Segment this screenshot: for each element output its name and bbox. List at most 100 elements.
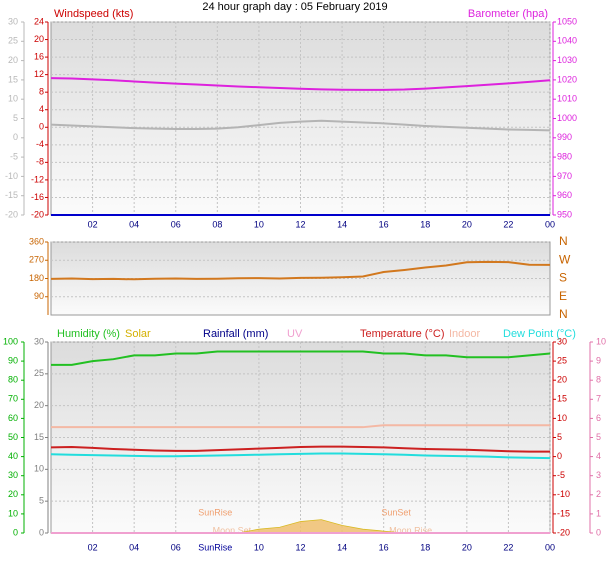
series-line [50, 452, 551, 460]
x-tick-label: 00 [545, 219, 555, 229]
series-line [50, 77, 551, 91]
y-tick-label: 8 [39, 87, 44, 97]
annotation: Moon Rise [389, 525, 432, 535]
y-tick-label: 180 [29, 273, 44, 283]
y-tick-label: 0 [596, 527, 601, 537]
y-tick-label: 90 [34, 291, 44, 301]
y-tick-label: 20 [8, 489, 18, 499]
x-tick-label: 22 [503, 542, 513, 552]
y-tick-label: 30 [8, 16, 18, 26]
y-tick-label: 5 [596, 432, 601, 442]
y-tick-label: 20 [34, 400, 44, 410]
series-line [51, 350, 551, 366]
y-tick-label: 5 [557, 432, 562, 442]
x-tick-label: 12 [295, 219, 305, 229]
y-tick-label: 0 [13, 132, 18, 142]
y-tick-label: N [559, 234, 568, 248]
y-tick-label: 100 [3, 336, 18, 346]
x-tick-label: 16 [379, 542, 389, 552]
y-tick-label: 990 [557, 132, 572, 142]
y-tick-label: 4 [596, 451, 601, 461]
y-tick-label: 1040 [557, 36, 577, 46]
y-tick-label: 7 [596, 394, 601, 404]
y-tick-label: 15 [557, 394, 567, 404]
y-tick-label: 950 [557, 209, 572, 219]
x-tick-label: 10 [254, 219, 264, 229]
y-tick-label: 25 [8, 36, 18, 46]
y-tick-label: 70 [8, 394, 18, 404]
y-tick-label: -20 [557, 527, 570, 537]
x-tick-label: 20 [462, 219, 472, 229]
y-tick-label: E [559, 289, 567, 303]
y-tick-label: 20 [8, 55, 18, 65]
legend-label: UV [287, 328, 303, 340]
annotation: SunSet [381, 507, 411, 517]
y-tick-label: 30 [8, 470, 18, 480]
y-tick-label: 0 [39, 527, 44, 537]
y-tick-label: -10 [5, 171, 18, 181]
y-tick-label: 80 [8, 375, 18, 385]
y-tick-label: -10 [557, 489, 570, 499]
y-tick-label: 60 [8, 413, 18, 423]
y-tick-label: -20 [31, 209, 44, 219]
x-tick-label: 04 [129, 542, 139, 552]
x-tick-label: 12 [295, 542, 305, 552]
series-line [51, 424, 550, 429]
series-line [50, 260, 551, 281]
y-tick-label: 1000 [557, 113, 577, 123]
y-tick-label: 24 [34, 16, 44, 26]
x-tick-label: 04 [129, 219, 139, 229]
y-tick-label: 20 [34, 34, 44, 44]
y-tick-label: 980 [557, 151, 572, 161]
y-tick-label: 6 [596, 413, 601, 423]
legend-label: Dew Point (°C) [503, 328, 576, 340]
x-tick-label: 08 [212, 219, 222, 229]
y-tick-label: -15 [557, 508, 570, 518]
legend-label: Humidity (%) [57, 328, 120, 340]
y-tick-label: 1020 [557, 74, 577, 84]
y-tick-label: 0 [557, 451, 562, 461]
y-tick-label: N [559, 307, 568, 321]
y-tick-label: 20 [557, 375, 567, 385]
y-tick-label: -16 [31, 192, 44, 202]
y-tick-label: 30 [34, 336, 44, 346]
y-tick-label: -12 [31, 174, 44, 184]
y-tick-label: 10 [34, 464, 44, 474]
y-tick-label: 5 [39, 496, 44, 506]
x-tick-label: 22 [503, 219, 513, 229]
y-tick-label: 1030 [557, 55, 577, 65]
y-tick-label: -4 [36, 139, 44, 149]
x-marker-label: SunRise [198, 542, 232, 552]
x-tick-label: 02 [88, 542, 98, 552]
y-tick-label: -8 [36, 157, 44, 167]
legend-label: Temperature (°C) [360, 328, 444, 340]
y-tick-label: 970 [557, 171, 572, 181]
y-tick-label: 1010 [557, 94, 577, 104]
y-tick-label: W [559, 252, 571, 266]
series-line [50, 445, 550, 453]
chart-title: 24 hour graph day : 05 February 2019 [202, 1, 387, 13]
y-tick-label: 1 [596, 508, 601, 518]
y-tick-label: 15 [34, 432, 44, 442]
x-tick-label: 20 [462, 542, 472, 552]
y-tick-label: -5 [10, 151, 18, 161]
series-line [50, 119, 551, 132]
y-tick-label: -5 [557, 470, 565, 480]
x-tick-label: 18 [420, 219, 430, 229]
y-tick-label: 50 [8, 432, 18, 442]
y-tick-label: 3 [596, 470, 601, 480]
x-tick-label: 06 [171, 219, 181, 229]
x-tick-label: 16 [379, 219, 389, 229]
y-tick-label: 25 [34, 368, 44, 378]
y-tick-label: 16 [34, 51, 44, 61]
y-tick-label: 360 [29, 236, 44, 246]
y-tick-label: 10 [8, 508, 18, 518]
x-tick-label: 00 [545, 542, 555, 552]
y-tick-label: 15 [8, 74, 18, 84]
y-tick-label: 40 [8, 451, 18, 461]
y-tick-label: 270 [29, 255, 44, 265]
x-tick-label: 10 [254, 542, 264, 552]
y-tick-label: 0 [13, 527, 18, 537]
y-tick-label: 8 [596, 375, 601, 385]
x-tick-label: 02 [88, 219, 98, 229]
